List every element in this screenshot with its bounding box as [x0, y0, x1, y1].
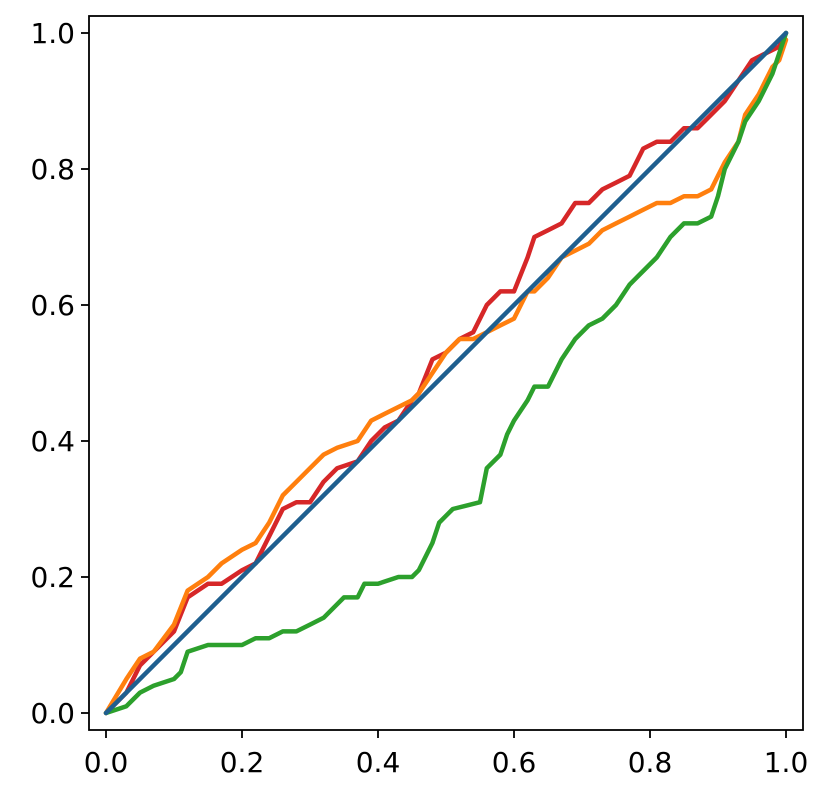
y-tick-label: 0.6: [30, 289, 75, 322]
y-tick-label: 0.0: [30, 697, 75, 730]
series-line-1: [103, 37, 789, 716]
series-layer: [103, 30, 789, 716]
y-tick-label: 1.0: [30, 17, 75, 50]
series-line-2: [103, 30, 789, 716]
x-tick-label: 0.0: [84, 746, 129, 779]
axes-frame: [88, 15, 804, 731]
y-tick-label: 0.2: [30, 561, 75, 594]
series-line-3: [103, 30, 789, 716]
y-tick-label: 0.8: [30, 153, 75, 186]
x-tick-label: 1.0: [764, 746, 809, 779]
x-tick-label: 0.4: [356, 746, 401, 779]
x-tick-label: 0.6: [492, 746, 537, 779]
ticks-layer: 0.0 0.2 0.4 0.6 0.8 1.0 0.0 0.2 0.4 0.6 0.8 1.0: [30, 17, 808, 779]
x-tick-label: 0.8: [628, 746, 673, 779]
x-tick-label: 0.2: [220, 746, 265, 779]
series-line-0: [103, 30, 789, 716]
y-tick-label: 0.4: [30, 425, 75, 458]
